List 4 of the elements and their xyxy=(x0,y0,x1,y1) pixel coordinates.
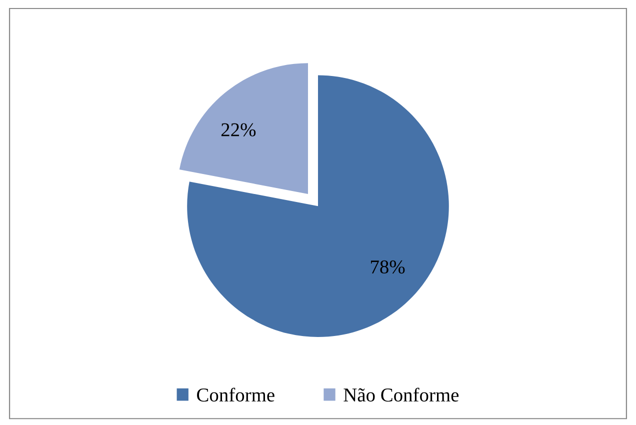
data-label: 22% xyxy=(221,123,256,136)
legend-label: Conforme xyxy=(197,388,274,402)
data-label: 78% xyxy=(371,260,405,274)
legend-label: Não Conforme xyxy=(344,388,459,402)
